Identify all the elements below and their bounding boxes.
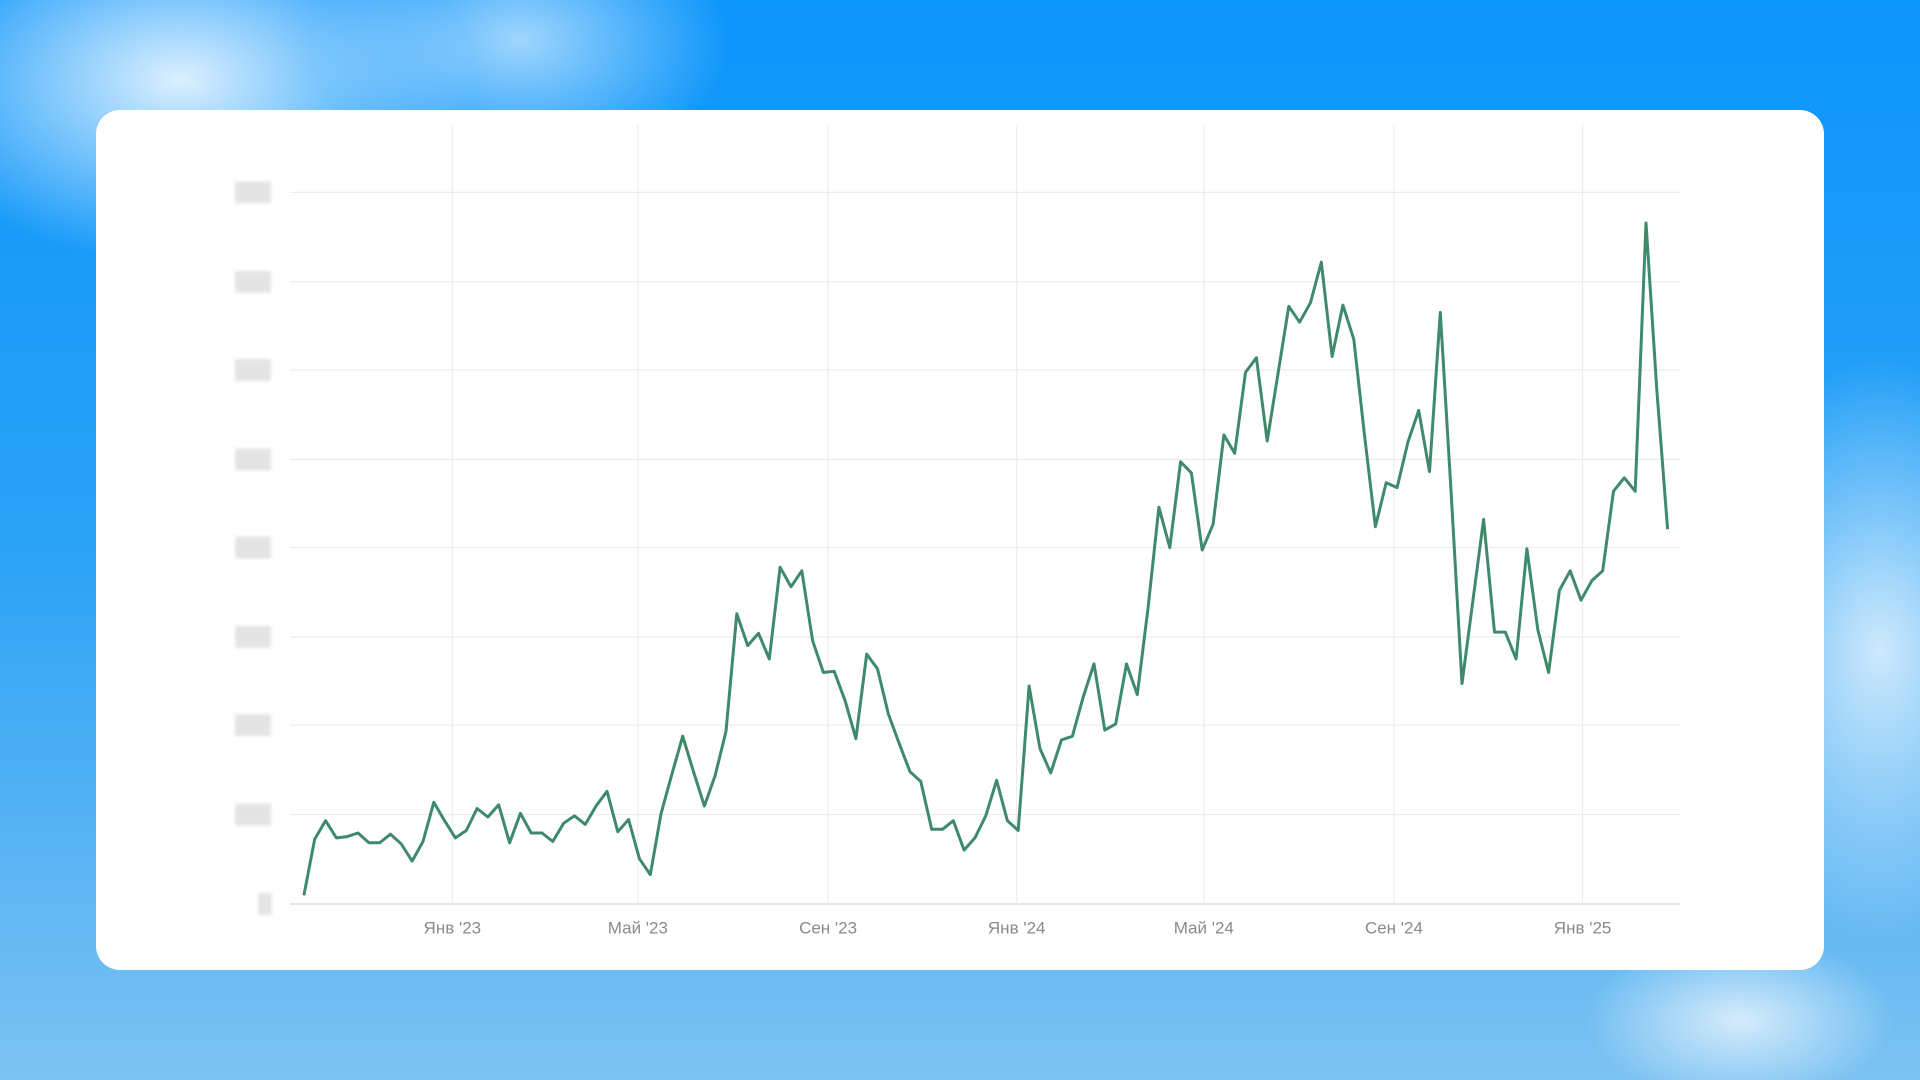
x-tick-label: Янв '25 — [1554, 918, 1612, 937]
y-tick-label-blurred — [235, 625, 271, 648]
y-tick-label-blurred — [235, 358, 271, 381]
x-tick-label: Янв '24 — [988, 918, 1046, 937]
y-tick-label-blurred — [235, 536, 271, 559]
x-tick-label: Май '23 — [608, 918, 668, 937]
x-tick-label: Сен '24 — [1365, 918, 1423, 937]
y-tick-label-blurred — [235, 270, 271, 293]
y-tick-label-blurred — [235, 803, 271, 826]
x-tick-label: Сен '23 — [799, 918, 857, 937]
y-tick-label-blurred — [258, 893, 272, 915]
y-tick-label-blurred — [235, 714, 271, 737]
x-tick-label: Май '24 — [1174, 918, 1234, 937]
y-tick-label-blurred — [235, 181, 271, 204]
chart-card — [96, 110, 1824, 970]
y-tick-label-blurred — [235, 448, 271, 471]
data-line — [302, 221, 1670, 896]
x-tick-label: Янв '23 — [424, 918, 482, 937]
